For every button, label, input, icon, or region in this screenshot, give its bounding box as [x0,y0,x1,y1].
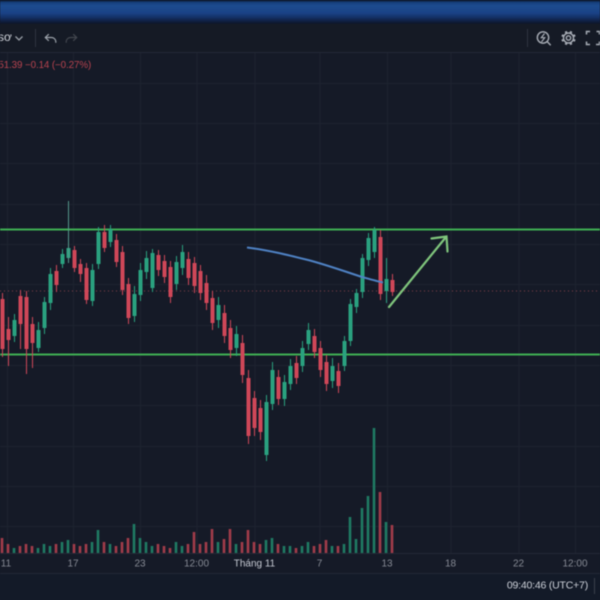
svg-text:Tháng 11: Tháng 11 [234,559,276,570]
svg-text:18: 18 [445,559,457,570]
svg-text:17: 17 [67,559,79,570]
svg-text:7: 7 [317,559,323,570]
svg-text:22: 22 [513,559,525,570]
svg-text:13: 13 [381,559,393,570]
svg-text:251.39 −0.14 (−0.27%): 251.39 −0.14 (−0.27%) [0,60,91,71]
svg-text:23: 23 [134,559,146,570]
svg-text:12:00: 12:00 [184,559,209,570]
svg-text:12:00: 12:00 [562,559,587,570]
svg-text:11: 11 [1,559,12,570]
svg-text:sơ: sơ [0,30,12,44]
svg-text:09:40:46 (UTC+7): 09:40:46 (UTC+7) [507,580,588,592]
